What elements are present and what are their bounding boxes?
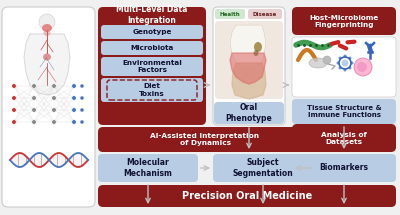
Circle shape <box>342 60 348 66</box>
Circle shape <box>32 84 36 88</box>
Circle shape <box>32 108 36 112</box>
Circle shape <box>338 66 342 69</box>
Circle shape <box>12 96 16 100</box>
FancyBboxPatch shape <box>213 7 285 125</box>
FancyBboxPatch shape <box>101 57 203 76</box>
Text: Molecular
Mechanism: Molecular Mechanism <box>124 158 172 178</box>
Circle shape <box>72 96 76 100</box>
Circle shape <box>52 120 56 124</box>
FancyBboxPatch shape <box>98 185 396 207</box>
Text: Tissue Structure &
Immune Functions: Tissue Structure & Immune Functions <box>307 105 381 118</box>
FancyBboxPatch shape <box>214 102 284 124</box>
Circle shape <box>354 58 372 76</box>
Circle shape <box>357 62 367 72</box>
Circle shape <box>80 84 84 88</box>
Circle shape <box>32 96 36 100</box>
Circle shape <box>80 108 84 112</box>
Circle shape <box>80 96 84 100</box>
Circle shape <box>348 57 352 60</box>
Circle shape <box>350 61 354 64</box>
Circle shape <box>12 120 16 124</box>
FancyBboxPatch shape <box>213 154 313 182</box>
FancyBboxPatch shape <box>101 25 203 39</box>
FancyBboxPatch shape <box>292 99 396 124</box>
FancyBboxPatch shape <box>107 80 197 100</box>
Text: Genotype: Genotype <box>132 29 172 35</box>
Circle shape <box>12 84 16 88</box>
Text: Health: Health <box>220 11 240 17</box>
Text: Biomarkers: Biomarkers <box>320 163 368 172</box>
Circle shape <box>344 54 346 57</box>
Text: Environmental
Factors: Environmental Factors <box>122 60 182 73</box>
Circle shape <box>39 14 55 30</box>
Text: Microbiota: Microbiota <box>130 45 174 51</box>
FancyBboxPatch shape <box>101 41 203 55</box>
Polygon shape <box>24 34 70 95</box>
Ellipse shape <box>254 50 258 56</box>
Circle shape <box>72 120 76 124</box>
Text: Precision Oral Medicine: Precision Oral Medicine <box>182 191 312 201</box>
FancyBboxPatch shape <box>215 9 245 19</box>
Circle shape <box>344 69 346 72</box>
Polygon shape <box>232 63 266 99</box>
Text: Subject
Segmentation: Subject Segmentation <box>233 158 293 178</box>
Ellipse shape <box>44 30 50 36</box>
Ellipse shape <box>309 58 327 68</box>
Text: Analysis of
Datasets: Analysis of Datasets <box>321 132 367 144</box>
FancyBboxPatch shape <box>98 7 206 125</box>
FancyBboxPatch shape <box>98 154 198 182</box>
Circle shape <box>336 61 340 64</box>
FancyBboxPatch shape <box>215 21 283 99</box>
FancyBboxPatch shape <box>2 7 95 207</box>
Circle shape <box>52 96 56 100</box>
Ellipse shape <box>42 24 52 32</box>
Text: Diet
Toxins: Diet Toxins <box>139 83 165 97</box>
Circle shape <box>323 56 331 64</box>
FancyBboxPatch shape <box>248 9 282 19</box>
Circle shape <box>348 66 352 69</box>
Polygon shape <box>230 25 266 68</box>
Ellipse shape <box>43 54 51 60</box>
Ellipse shape <box>254 42 262 52</box>
Text: Oral
Phenotype: Oral Phenotype <box>226 103 272 123</box>
FancyBboxPatch shape <box>292 124 396 152</box>
FancyBboxPatch shape <box>292 37 396 97</box>
Polygon shape <box>230 53 266 84</box>
Circle shape <box>12 108 16 112</box>
Circle shape <box>80 120 84 124</box>
Circle shape <box>52 108 56 112</box>
Circle shape <box>52 84 56 88</box>
Text: Disease: Disease <box>253 11 277 17</box>
Circle shape <box>338 57 342 60</box>
Text: Multi-Level Data
Integration: Multi-Level Data Integration <box>116 5 188 25</box>
FancyBboxPatch shape <box>292 7 396 35</box>
Text: Host-Microbiome
Fingerprinting: Host-Microbiome Fingerprinting <box>309 14 379 28</box>
Text: AI-Assisted Interpretation
of Dynamics: AI-Assisted Interpretation of Dynamics <box>150 133 260 146</box>
Circle shape <box>32 120 36 124</box>
FancyBboxPatch shape <box>98 127 313 152</box>
FancyBboxPatch shape <box>292 154 396 182</box>
Circle shape <box>72 108 76 112</box>
FancyBboxPatch shape <box>101 78 203 102</box>
Circle shape <box>72 84 76 88</box>
